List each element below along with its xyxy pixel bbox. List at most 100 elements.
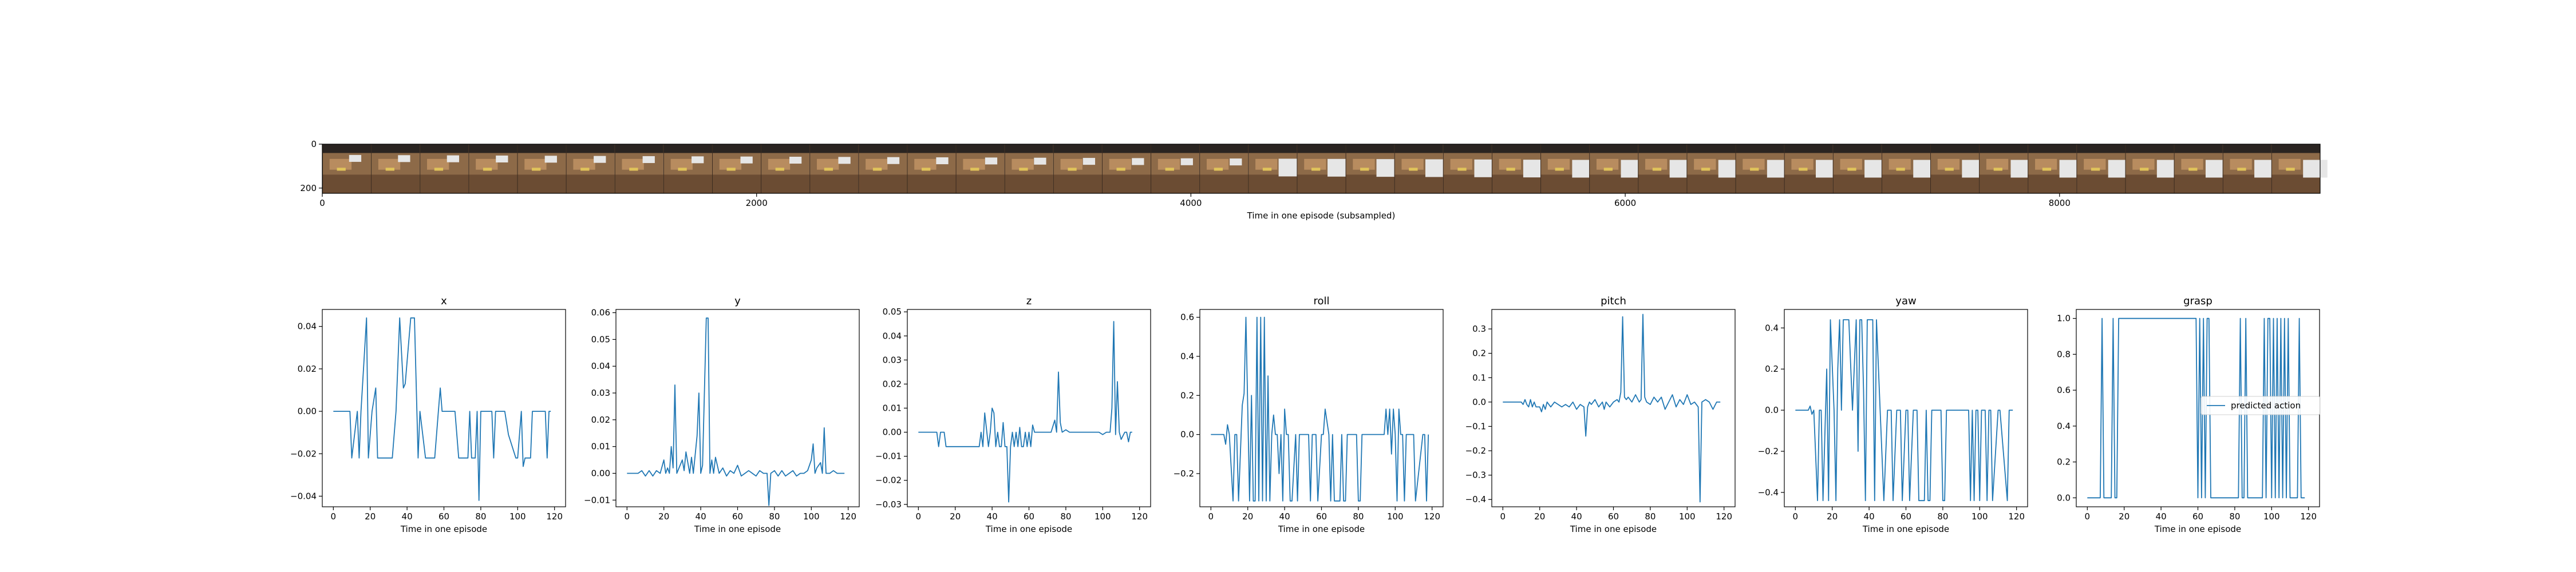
x-tick-label: 100 [2263, 511, 2280, 522]
x-axis-label: Time in one episode [1278, 524, 1365, 534]
y-tick-label: 0 [311, 139, 317, 149]
plot-frame [1199, 309, 1444, 507]
frame-thumbnail [468, 144, 517, 193]
frame-thumbnail [1491, 144, 1548, 193]
x-axis-label: Time in one episode [985, 524, 1072, 534]
action-plots: 0 20 40 60 80 100 120−0.04−0.020.000.020.04xTi… [290, 295, 2321, 534]
x-axis-label: Time in one episode [1570, 524, 1657, 534]
x-tick-label: 0 [1208, 511, 1214, 522]
frame-thumbnail [2174, 144, 2230, 193]
frame-thumbnail [1930, 144, 1986, 193]
subplot-title: grasp [2183, 295, 2212, 307]
x-tick-label: 80 [1937, 511, 1948, 522]
frame-thumbnail [955, 144, 1005, 193]
y-tick-label: −0.3 [1465, 470, 1486, 480]
subplot-title: z [1026, 295, 1032, 307]
frame-thumbnail [1443, 144, 1499, 193]
x-tick-label: 0 [916, 511, 922, 522]
frame-thumbnail [1832, 144, 1889, 193]
y-tick-label: 0.02 [883, 379, 902, 389]
frame-thumbnail [1686, 144, 1743, 193]
x-tick-label: 80 [2229, 511, 2240, 522]
frame-thumbnail [1053, 144, 1102, 193]
subplot-roll: 0 20 40 60 80 100 120 −0.2 0.0 0.2 0.4 0.6 roll Time … [1174, 295, 1444, 534]
subplot-grasp: 0 20 40 60 80 100 120 0.0 0.2 0.4 0.6 0.8 1.0 grasp Ti… [2057, 295, 2321, 534]
x-tick-label: 100 [1387, 511, 1404, 522]
subplot-z: 0 20 40 60 80 100 120 −0.03 −0.02 −0.01 0.00 0.01 0.… [875, 295, 1151, 534]
frame-thumbnail [1004, 144, 1053, 193]
series-line [333, 317, 551, 501]
y-tick-label: −0.01 [875, 451, 902, 462]
x-tick-label: 120 [2300, 511, 2317, 522]
frame-thumbnail [614, 144, 663, 193]
y-tick-label: −0.2 [1758, 446, 1779, 456]
x-tick-label: 0 [1500, 511, 1506, 522]
x-tick-label: 60 [438, 511, 449, 522]
frame-thumbnail [1199, 144, 1249, 193]
subplot-x: 0 20 40 60 80 100 120 −0.04 −0.02 0.00 0.02 0.04 x Ti… [290, 295, 566, 534]
frame-thumbnail [1735, 144, 1792, 193]
y-tick-label: 0.0 [1180, 430, 1194, 440]
x-tick-label: 0 [1793, 511, 1799, 522]
y-tick-label: −0.02 [290, 448, 317, 459]
plot-frame [322, 309, 566, 507]
x-tick-label: 80 [769, 511, 780, 522]
x-tick-label: 6000 [1614, 198, 1636, 208]
x-tick-label: 120 [1131, 511, 1148, 522]
series-line [1795, 319, 2013, 502]
x-tick-label: 40 [1279, 511, 1290, 522]
plot-frame [615, 309, 860, 507]
x-tick-label: 40 [1571, 511, 1582, 522]
subplot-title: yaw [1895, 295, 1916, 307]
frame-thumbnail [712, 144, 761, 193]
subplot-title: y [734, 295, 741, 307]
y-tick-label: −0.01 [584, 495, 610, 505]
x-tick-label: 80 [1353, 511, 1364, 522]
series-line [2087, 317, 2305, 499]
y-tick-label: 0.00 [883, 427, 902, 438]
y-tick-label: −0.2 [1465, 446, 1486, 456]
y-tick-label: 0.01 [591, 442, 610, 452]
x-tick-label: 60 [2192, 511, 2203, 522]
frame-thumbnail [1540, 144, 1597, 193]
y-tick-label: 0.0 [1765, 405, 1779, 415]
y-tick-label: 0.03 [883, 355, 902, 365]
subplot-title: x [441, 295, 447, 307]
x-tick-label: 20 [1242, 511, 1253, 522]
frame-thumbnail [1248, 144, 1303, 193]
y-tick-label: 0.02 [591, 415, 610, 425]
x-tick-label: 100 [1971, 511, 1988, 522]
x-tick-label: 40 [2156, 511, 2167, 522]
y-tick-label: 0.3 [1472, 324, 1486, 334]
y-tick-label: 0.4 [1180, 351, 1194, 362]
frame-thumbnail [371, 144, 420, 193]
legend-label: predicted action [2231, 400, 2301, 411]
x-tick-label: 100 [1095, 511, 1111, 522]
x-tick-label: 4000 [1180, 198, 1202, 208]
series-line [627, 317, 845, 506]
x-axis-label: Time in one episode (subsampled) [1247, 210, 1396, 221]
x-tick-label: 0 [625, 511, 630, 522]
y-tick-label: 0.6 [1180, 312, 1194, 323]
y-tick-label: 0.05 [883, 307, 902, 317]
y-tick-label: −0.02 [875, 475, 902, 486]
y-tick-label: −0.4 [1465, 494, 1486, 505]
x-tick-label: 0 [319, 198, 325, 208]
frame-thumbnail [2076, 144, 2133, 193]
x-axis-label: Time in one episode [2154, 524, 2241, 534]
frame-thumbnail [1297, 144, 1352, 193]
y-tick-label: 0.00 [591, 468, 610, 478]
x-tick-label: 20 [950, 511, 961, 522]
frame-thumbnail [420, 144, 469, 193]
subplot-yaw: 0 20 40 60 80 100 120 −0.4 −0.2 0.0 0.2 0.4 yaw Time … [1758, 295, 2028, 534]
x-tick-label: 20 [2119, 511, 2129, 522]
strip-frame [322, 144, 2321, 194]
y-tick-label: −0.03 [875, 499, 902, 510]
frame-thumbnail [2028, 144, 2084, 193]
x-tick-label: 40 [696, 511, 706, 522]
y-tick-label: 0.6 [2057, 385, 2071, 395]
y-tick-label: 0.05 [591, 334, 610, 344]
x-tick-label: 20 [365, 511, 376, 522]
y-tick-label: 0.04 [591, 361, 610, 371]
x-tick-label: 20 [1534, 511, 1545, 522]
